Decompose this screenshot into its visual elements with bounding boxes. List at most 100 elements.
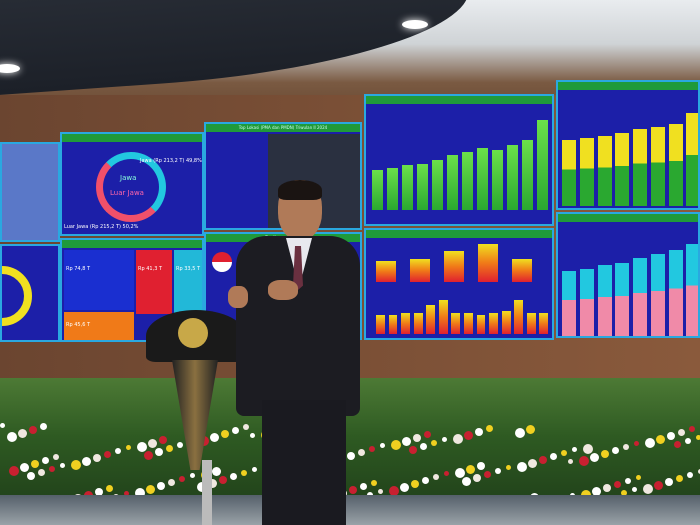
panel-header <box>366 96 552 104</box>
screen-left-bottom <box>0 244 60 342</box>
donut-chart <box>96 152 166 222</box>
chart-bar <box>402 165 413 210</box>
flower <box>601 450 609 458</box>
stacked-chart-panel <box>364 228 554 340</box>
flower <box>371 480 377 486</box>
flower <box>676 475 683 482</box>
chart-bar <box>615 133 630 206</box>
flower <box>411 480 419 488</box>
chart-bar <box>401 313 410 334</box>
chart-bar <box>477 148 488 210</box>
chart-bar <box>686 244 698 336</box>
flower <box>632 487 637 492</box>
flower <box>159 436 167 444</box>
flower <box>42 457 49 464</box>
flower <box>687 472 693 478</box>
flower <box>579 456 589 466</box>
flower <box>230 473 237 480</box>
panel-header <box>62 240 202 248</box>
flower <box>53 454 59 460</box>
chart-bar <box>562 140 577 206</box>
chart-bar <box>668 123 683 206</box>
flower <box>7 432 17 442</box>
flower <box>515 428 525 438</box>
flower <box>20 463 29 472</box>
donut-panel: Jawa Luar Jawa Jawa (Rp 213,2 T) 49,8% L… <box>60 132 204 236</box>
panel-header <box>558 214 698 222</box>
flower <box>349 486 357 494</box>
chart-bar <box>562 271 577 336</box>
chart-bar <box>579 137 594 206</box>
chart-bar <box>376 315 385 334</box>
flower <box>464 431 473 440</box>
flower <box>455 468 465 478</box>
flower <box>583 444 593 454</box>
chart-bar <box>537 120 548 210</box>
treemap-cell: Rp 41,3 T <box>136 250 172 314</box>
flower <box>250 433 255 438</box>
singapore-flag-icon <box>212 252 232 272</box>
label-luar-jawa: Luar Jawa (Rp 215,2 T) 50,2% <box>64 224 139 230</box>
flower <box>18 429 27 438</box>
flower <box>568 459 573 464</box>
flower <box>625 478 631 484</box>
flower <box>210 433 219 442</box>
flower <box>252 467 257 472</box>
chart-bar <box>426 304 436 334</box>
stacked-chart-panel-right-bottom <box>556 212 700 338</box>
flower <box>678 429 685 436</box>
location-panel: Top Lokasi (PMA dan PMDN) Triwulan II 20… <box>204 122 362 230</box>
flower <box>146 485 155 494</box>
flower <box>645 438 655 448</box>
panel-header <box>366 230 552 238</box>
flower <box>685 438 691 444</box>
flower <box>643 484 653 494</box>
flower <box>148 439 157 448</box>
flower <box>31 460 39 468</box>
treemap-cell: Rp 45,6 T <box>64 312 134 340</box>
flower <box>486 425 493 432</box>
flower <box>358 449 365 456</box>
flower <box>413 434 421 442</box>
flower <box>495 468 501 474</box>
flower <box>614 481 621 488</box>
chart-bar <box>650 253 665 336</box>
flower <box>38 469 45 476</box>
flower <box>208 479 217 488</box>
flower <box>168 479 175 486</box>
chart-bar <box>387 168 398 210</box>
panel-title: Top Lokasi (PMA dan PMDN) Triwulan II 20… <box>206 124 360 132</box>
flower <box>369 446 375 452</box>
chart-bar <box>492 150 503 210</box>
chart-bar <box>522 140 533 210</box>
chart-bar <box>512 258 533 282</box>
ceiling-band <box>0 0 474 98</box>
chart-bar <box>410 258 431 282</box>
flower <box>93 454 101 462</box>
flower <box>473 474 481 482</box>
flower <box>424 431 431 438</box>
treemap-cell: Rp 33,5 T <box>174 250 202 314</box>
flower <box>135 488 145 498</box>
flower <box>389 486 399 496</box>
flower <box>360 483 367 490</box>
flower <box>636 475 641 480</box>
treemap-panel: Rp 74,8 T Rp 41,3 T Rp 33,5 T Rp 45,6 T <box>60 238 204 342</box>
flower <box>634 441 639 446</box>
flower <box>526 425 535 434</box>
chart-bar <box>432 160 443 210</box>
chart-bar <box>668 249 683 336</box>
flower <box>9 466 19 476</box>
speaker-trousers <box>262 400 346 525</box>
flower <box>422 477 429 484</box>
flower <box>656 435 665 444</box>
flower <box>431 440 437 446</box>
flower <box>550 453 557 460</box>
flower <box>137 442 147 452</box>
flower <box>506 465 511 470</box>
flower <box>347 452 355 460</box>
flower <box>29 426 37 434</box>
flower <box>241 470 247 476</box>
flower <box>221 430 229 438</box>
flower <box>378 489 383 494</box>
